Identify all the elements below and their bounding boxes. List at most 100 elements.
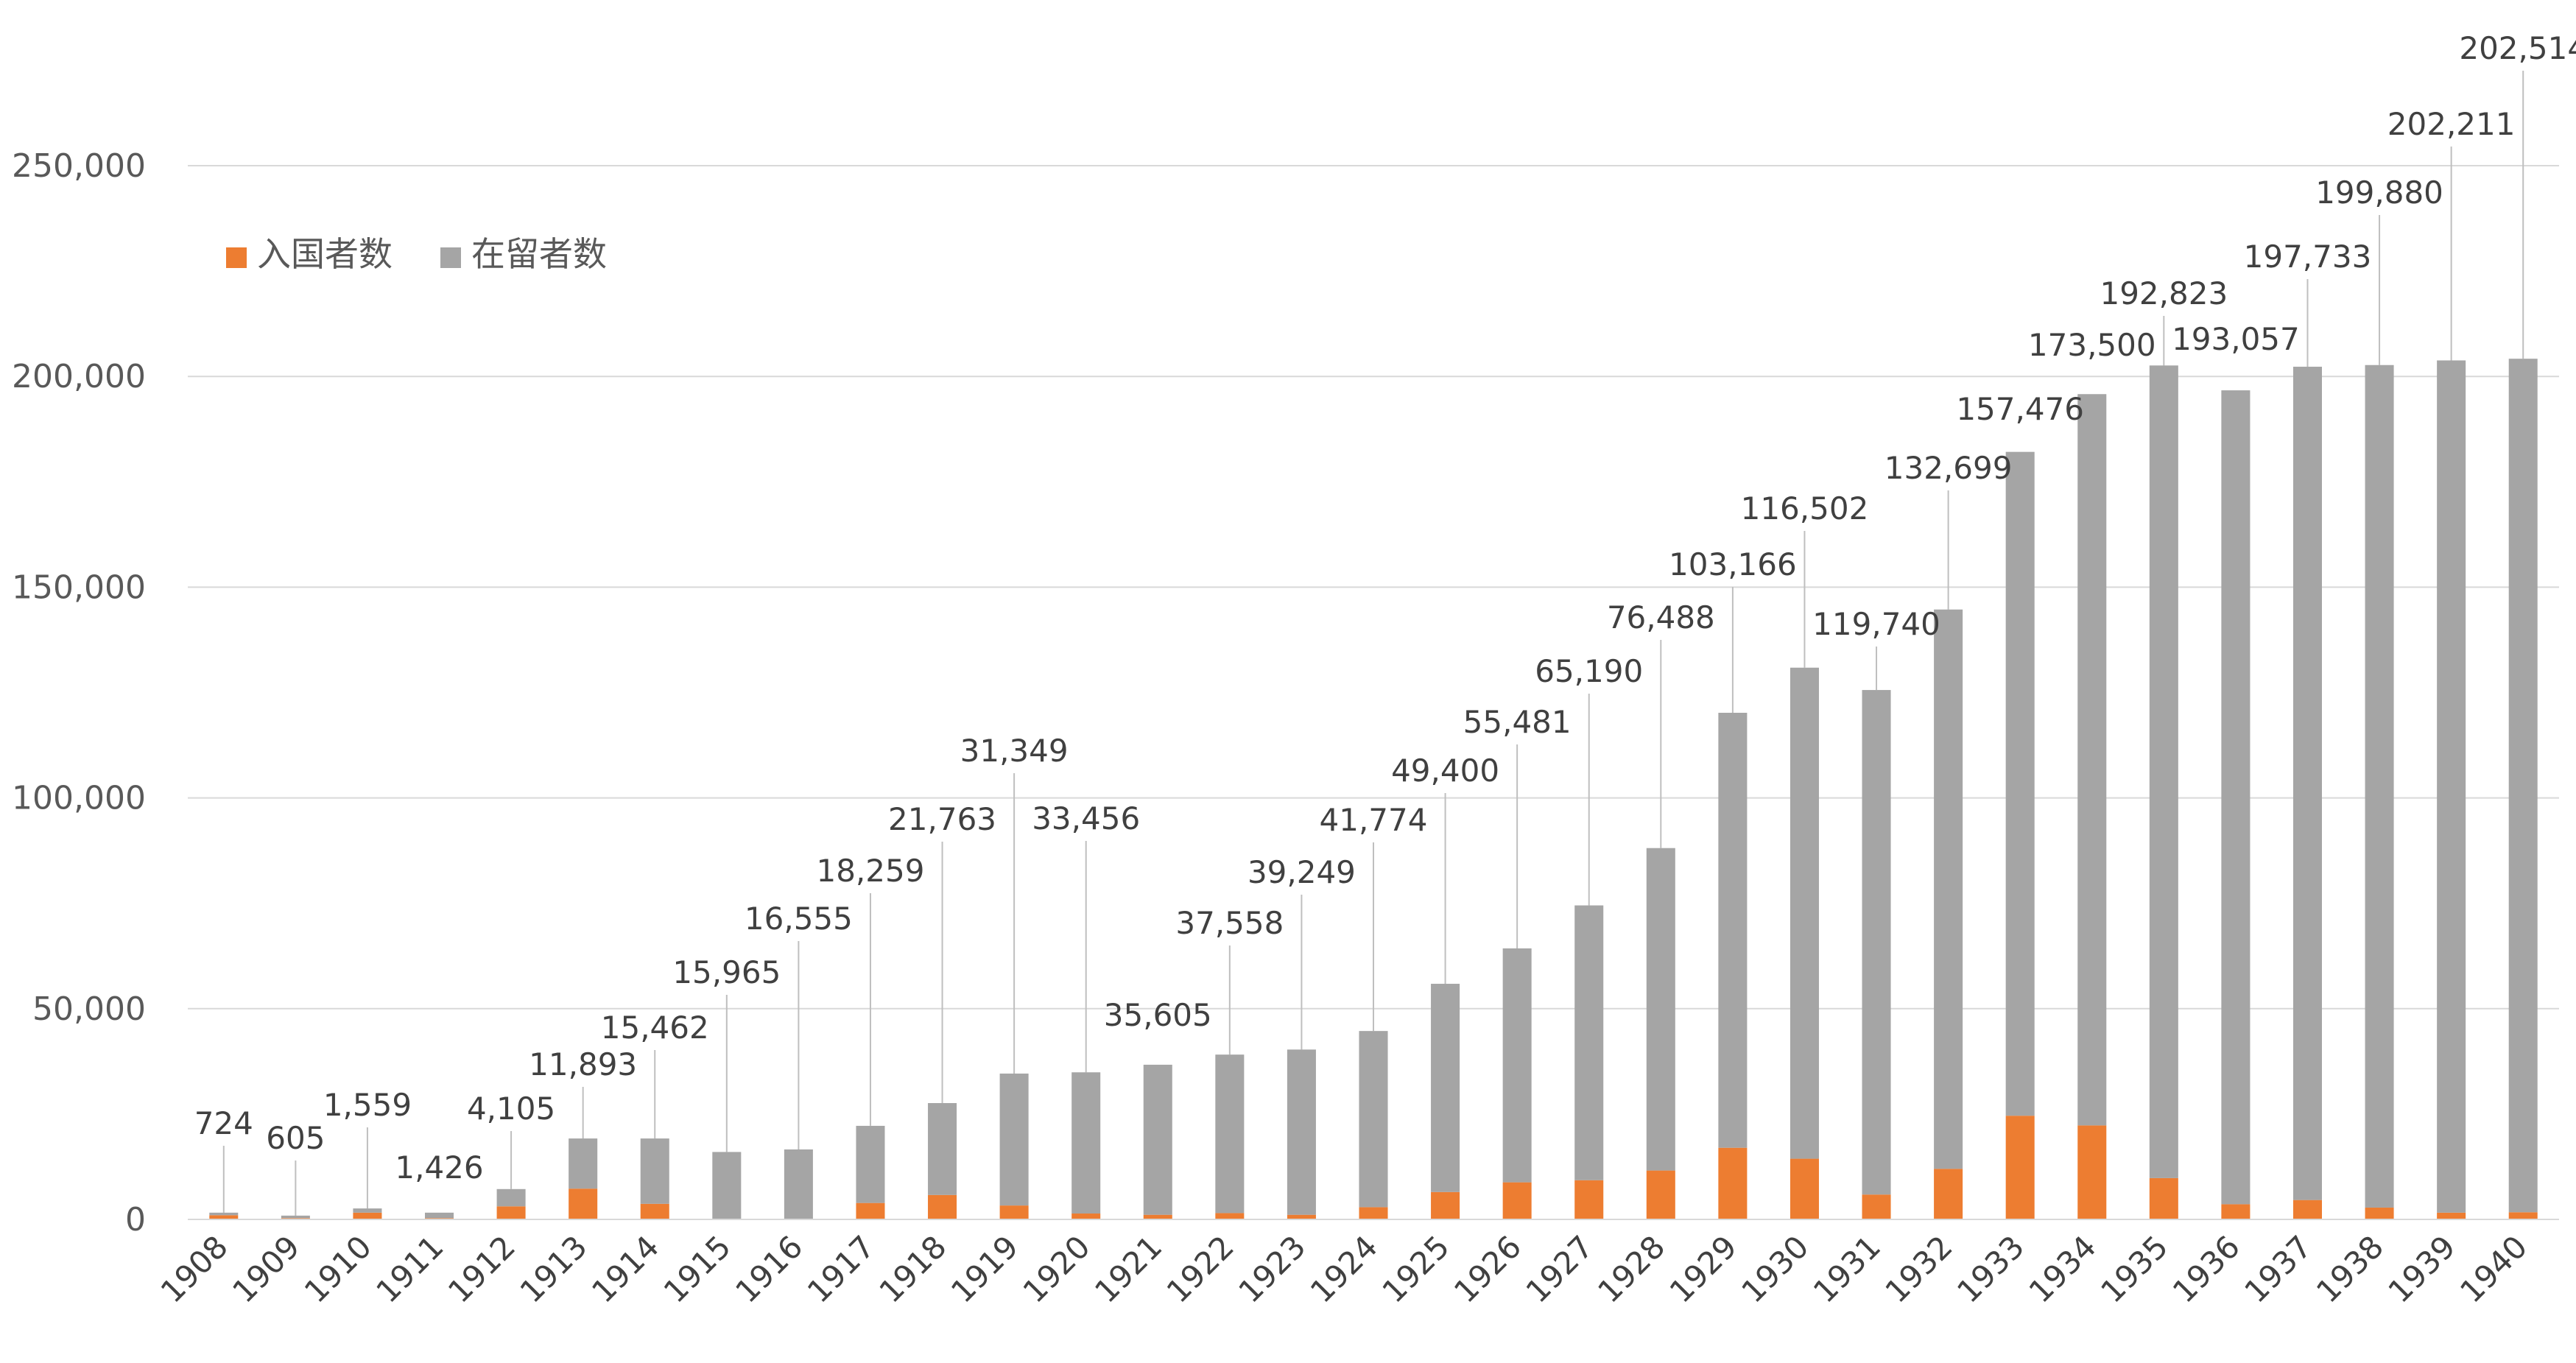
data-label: 724 xyxy=(194,1105,253,1141)
data-label: 193,057 xyxy=(2172,321,2300,357)
x-tick-label: 1936 xyxy=(2166,1228,2247,1309)
x-tick-label: 1930 xyxy=(1734,1228,1815,1309)
x-tick-label: 1931 xyxy=(1806,1228,1887,1309)
bar-residents xyxy=(1502,948,1532,1183)
data-label: 202,211 xyxy=(2387,106,2516,142)
bar-arrivals xyxy=(1287,1214,1316,1219)
x-tick-label: 1909 xyxy=(225,1228,306,1309)
bar-arrivals xyxy=(1359,1207,1388,1219)
bar-residents xyxy=(1934,609,1963,1169)
x-tick-label: 1925 xyxy=(1375,1228,1456,1309)
x-tick-label: 1926 xyxy=(1447,1228,1528,1309)
data-label: 11,893 xyxy=(529,1046,637,1082)
legend-label: 在留者数 xyxy=(471,234,607,274)
x-tick-label: 1933 xyxy=(1950,1228,2031,1309)
x-tick-label: 1939 xyxy=(2381,1228,2462,1309)
data-label: 15,965 xyxy=(672,954,781,990)
bar-residents xyxy=(2005,451,2035,1116)
x-tick-label: 1916 xyxy=(728,1228,809,1309)
bar-residents xyxy=(1790,667,1819,1159)
bar-residents xyxy=(1143,1064,1172,1215)
bar-arrivals xyxy=(1143,1214,1172,1219)
data-label: 157,476 xyxy=(1956,391,2084,427)
bar-residents xyxy=(856,1125,885,1203)
x-tick-label: 1938 xyxy=(2309,1228,2390,1309)
legend-swatch xyxy=(440,247,461,268)
bar-residents xyxy=(2221,390,2251,1205)
legend: 入国者数 在留者数 xyxy=(226,234,607,274)
bar-residents xyxy=(928,1103,957,1195)
x-tick-label: 1923 xyxy=(1231,1228,1312,1309)
data-label: 119,740 xyxy=(1812,606,1940,642)
bar-arrivals xyxy=(2437,1212,2466,1219)
bar-arrivals xyxy=(1431,1191,1460,1219)
bar-arrivals xyxy=(999,1205,1029,1219)
bar-arrivals xyxy=(1215,1213,1245,1219)
bar-residents xyxy=(1574,905,1604,1180)
bar-residents xyxy=(2365,364,2394,1208)
bar-arrivals xyxy=(2365,1207,2394,1219)
bar-residents xyxy=(281,1215,310,1219)
leader-lines xyxy=(222,71,2524,1216)
bar-arrivals xyxy=(640,1203,669,1219)
x-tick-label: 1911 xyxy=(369,1228,450,1309)
bar-arrivals xyxy=(2149,1177,2178,1219)
y-tick-label: 250,000 xyxy=(12,147,146,185)
y-tick-label: 0 xyxy=(125,1201,146,1239)
data-label: 16,555 xyxy=(745,901,853,937)
bar-residents xyxy=(569,1138,598,1189)
x-tick-label: 1928 xyxy=(1591,1228,1672,1309)
data-label: 202,514 xyxy=(2459,30,2576,66)
bar-arrivals xyxy=(1574,1180,1604,1219)
bar-arrivals xyxy=(1071,1213,1101,1219)
bar-residents xyxy=(784,1149,813,1219)
data-label: 173,500 xyxy=(2028,327,2156,363)
bar-residents xyxy=(712,1152,742,1219)
data-label: 605 xyxy=(266,1120,325,1156)
data-label: 1,559 xyxy=(323,1087,412,1123)
x-tick-label: 1935 xyxy=(2094,1228,2175,1309)
x-tick-label: 1918 xyxy=(872,1228,953,1309)
y-tick-label: 200,000 xyxy=(12,358,146,395)
bar-arrivals xyxy=(1934,1169,1963,1219)
data-label: 41,774 xyxy=(1320,802,1428,838)
data-label: 103,166 xyxy=(1669,546,1797,582)
data-label: 192,823 xyxy=(2100,275,2228,311)
x-tick-label: 1914 xyxy=(585,1228,666,1309)
x-tick-label: 1921 xyxy=(1088,1228,1169,1309)
bar-residents xyxy=(1646,848,1675,1171)
y-tick-label: 150,000 xyxy=(12,568,146,606)
bar-residents xyxy=(2077,394,2107,1126)
bars xyxy=(209,359,2538,1219)
x-tick-label: 1917 xyxy=(800,1228,881,1309)
x-tick-label: 1940 xyxy=(2453,1228,2534,1309)
bar-residents xyxy=(2437,360,2466,1213)
bar-residents xyxy=(353,1208,382,1213)
x-tick-label: 1927 xyxy=(1519,1228,1600,1309)
bar-residents xyxy=(1862,690,1891,1195)
bar-residents xyxy=(1359,1031,1388,1208)
bar-arrivals xyxy=(569,1188,598,1219)
legend-label: 入国者数 xyxy=(257,234,393,274)
x-tick-label: 1920 xyxy=(1016,1228,1097,1309)
y-axis-ticks: 0 50,000 100,000 150,000 200,000 250,000 xyxy=(12,147,146,1239)
bar-arrivals xyxy=(1862,1194,1891,1219)
bar-residents xyxy=(496,1188,526,1207)
x-tick-label: 1912 xyxy=(441,1228,522,1309)
bar-arrivals xyxy=(2077,1125,2107,1219)
x-tick-label: 1934 xyxy=(2022,1228,2103,1309)
data-label: 4,105 xyxy=(467,1091,555,1127)
x-tick-label: 1932 xyxy=(1878,1228,1959,1309)
x-tick-label: 1919 xyxy=(944,1228,1025,1309)
bar-arrivals xyxy=(1790,1158,1819,1219)
data-label: 21,763 xyxy=(888,801,996,837)
data-label: 33,456 xyxy=(1032,800,1140,837)
data-label: 76,488 xyxy=(1607,599,1715,635)
data-label: 197,733 xyxy=(2244,239,2372,275)
data-label: 49,400 xyxy=(1391,753,1499,789)
bar-arrivals xyxy=(2005,1116,2035,1219)
bar-arrivals xyxy=(496,1206,526,1219)
y-tick-label: 100,000 xyxy=(12,780,146,817)
